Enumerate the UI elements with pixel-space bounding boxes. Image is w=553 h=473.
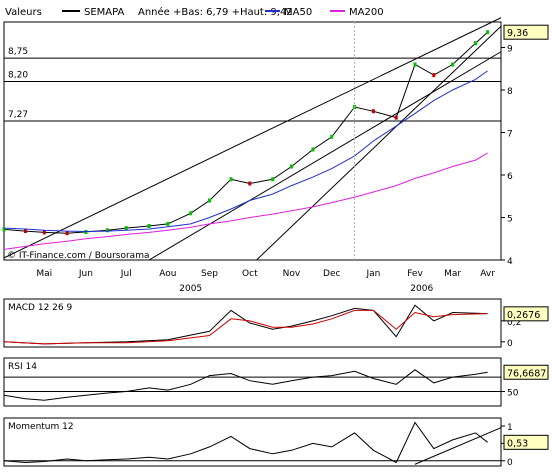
price-point [473,41,477,46]
last-value-badge [503,24,549,40]
y-tick-label-0: 0 [507,339,513,349]
trend-line-0 [3,17,502,259]
last-value-label: 76,6687 [507,368,546,379]
price-point [394,115,398,120]
y-tick-label-4: 8 [507,87,513,97]
legend-ma200: MA200 [349,7,384,18]
header-legend: Valeurs SEMAPA Année +Bas: 6,79 +Haut: 9… [5,6,384,18]
x-tick-label-11: Avr [480,269,495,279]
y-tick-label-1: 5 [507,215,513,225]
series-line-1 [3,309,488,345]
credit-text: © IT-Finance.com / Boursorama [7,251,149,261]
x-tick-label-0: Mai [36,269,52,279]
momentum-title: Momentum 12 [8,422,74,432]
momentum-layer: 00,510,53 [3,421,549,468]
x-tick-label-5: Oct [242,269,258,279]
momentum-panel [3,417,502,467]
y-tick-label-3: 7 [507,130,513,140]
series-line-0 [3,421,488,464]
price-point [311,147,315,152]
rsi-panel [3,357,502,407]
x-axis: Mai Jun Jul Aou Sep Oct Nov Dec Jan Fev Mar Avr 2005… [36,22,495,294]
price-point [189,211,193,216]
price-point [330,134,334,139]
trend-line-2 [256,25,502,261]
last-value-badge [503,434,549,450]
price-point [23,229,27,234]
legend-ticker: SEMAPA [84,7,125,18]
trend-line-1 [148,51,502,261]
y-tick-label-0: 4 [507,257,513,267]
y-tick-label-0: 50 [507,389,519,399]
price-point [271,177,275,182]
level-label-2: 7,27 [8,110,28,120]
last-value-label: 0,53 [507,438,528,449]
price-point [208,198,212,203]
macd-panel [3,298,502,348]
price-layer: 8,75 8,20 7,27 4 5 6 7 8 9 9,36 [2,17,549,267]
x-tick-label-6: Nov [283,269,301,279]
price-point [105,228,109,233]
last-value-badge [503,364,549,380]
price-point [289,164,293,169]
y-tick-label-2: 1 [507,423,513,433]
x-tick-label-4: Sep [201,269,218,279]
rsi-layer: 50 76,6687 [3,364,549,401]
price-point [413,62,417,67]
series-line-1 [3,70,488,233]
price-point [147,224,151,228]
last-value-label: 0,2676 [507,310,540,321]
trend-line-0 [414,427,502,465]
x-tick-label-7: Dec [323,269,340,279]
price-point [486,30,490,35]
price-point [229,177,233,182]
price-point [42,230,46,235]
x-tick-label-2: Jul [120,269,132,279]
year-label-1: 2006 [410,284,433,294]
y-tick-label-2: 6 [507,172,513,182]
price-point [124,226,128,231]
y-tick-label-5: 9 [507,45,513,55]
macd-title: MACD 12 26 9 [8,303,72,313]
price-point [371,109,375,114]
y-tick-label-0: 0 [507,458,513,468]
rsi-title: RSI 14 [8,362,37,372]
macd-layer: 0 0,20,2676 [3,304,549,349]
series-line-0 [3,369,488,401]
price-point [65,231,69,236]
header-label: Valeurs [5,7,42,18]
y-tick-label-1: 0,2 [507,318,521,328]
price-point [248,181,252,186]
price-point [451,62,455,67]
price-panel [3,21,502,261]
x-tick-label-10: Mar [444,269,461,279]
legend-range: Année +Bas: 6,79 +Haut: 9,42 [138,6,293,18]
last-value-label: 9,36 [507,28,528,39]
price-point [432,73,436,78]
x-tick-label-3: Aou [159,269,176,279]
legend-ma50: MA50 [284,7,312,18]
price-point [166,221,170,226]
level-label-0: 8,75 [8,47,28,57]
series-line-0 [3,304,488,345]
x-tick-label-1: Jun [78,269,93,279]
series-line-2 [3,152,488,250]
level-label-1: 8,20 [8,71,28,81]
year-label-0: 2005 [179,284,202,294]
price-point [2,227,6,232]
last-value-badge [503,306,549,322]
x-tick-label-9: Fev [407,269,423,279]
x-tick-label-8: Jan [365,269,380,279]
